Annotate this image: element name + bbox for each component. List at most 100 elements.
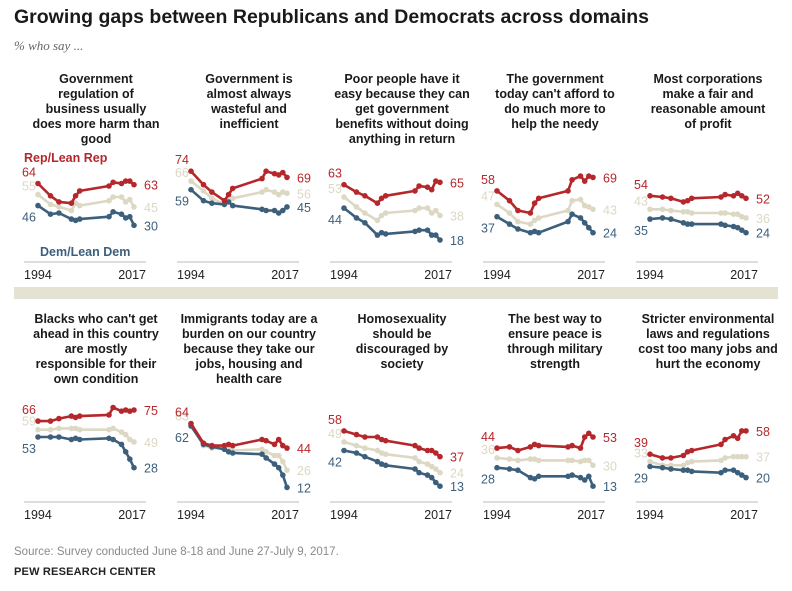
data-point-rep (280, 442, 286, 449)
data-point-total (118, 194, 125, 200)
data-point-total (437, 212, 443, 219)
data-label-end-total: 49 (144, 436, 158, 450)
data-point-total (569, 197, 575, 204)
data-point-dem (47, 211, 54, 217)
data-point-rep (229, 442, 236, 449)
data-point-total (110, 194, 116, 200)
data-point-rep (743, 428, 749, 434)
data-point-dem (569, 472, 575, 478)
chart-panel-9: The best way to ensure peace is through … (479, 312, 631, 527)
data-point-rep (72, 193, 79, 199)
data-point-rep (412, 188, 418, 194)
data-point-rep (647, 193, 653, 199)
data-label-start-dem: 28 (481, 473, 495, 487)
series-label-dem: Dem/Lean Dem (40, 245, 130, 259)
data-point-dem (362, 453, 368, 460)
data-point-dem (382, 462, 389, 469)
data-point-rep (284, 174, 290, 181)
data-point-rep (106, 183, 112, 189)
data-point-rep (437, 179, 443, 186)
chart-panel-5: Most corporations make a fair and reason… (632, 72, 784, 287)
data-point-rep (569, 177, 575, 183)
x-tick-label: 1994 (483, 268, 511, 282)
data-point-rep (188, 420, 194, 427)
data-label-end-rep: 37 (450, 451, 464, 465)
data-point-rep (424, 184, 431, 190)
data-point-rep (353, 431, 360, 438)
data-label-end-total: 37 (756, 451, 770, 465)
data-point-rep (110, 404, 116, 411)
panel-svg: 1994 2017 53 38 44 18 63 65 (328, 167, 464, 282)
data-point-rep (229, 185, 236, 192)
data-point-rep (569, 442, 575, 449)
data-point-dem (433, 479, 439, 486)
data-point-rep (428, 447, 435, 454)
data-label-end-dem: 18 (450, 234, 464, 248)
series-label-rep: Rep/Lean Rep (24, 151, 108, 165)
data-point-dem (412, 466, 418, 472)
data-label-start-total: 55 (22, 180, 36, 194)
data-point-rep (118, 408, 125, 414)
data-point-rep (428, 186, 435, 193)
data-point-total (280, 458, 286, 465)
data-point-total (127, 436, 133, 443)
data-point-dem (225, 199, 232, 205)
data-label-end-dem: 20 (756, 472, 770, 486)
data-point-dem (374, 232, 381, 238)
data-point-total (647, 458, 653, 465)
data-point-rep (684, 197, 691, 204)
data-point-dem (280, 472, 286, 478)
data-point-total (131, 439, 137, 445)
data-point-dem (76, 216, 83, 222)
data-point-rep (127, 408, 133, 414)
data-point-dem (535, 473, 542, 480)
data-point-dem (35, 202, 41, 209)
data-point-rep (412, 442, 418, 449)
data-point-dem (428, 474, 435, 481)
data-point-rep (680, 199, 687, 205)
data-point-rep (374, 200, 381, 206)
data-point-dem (577, 474, 584, 481)
data-point-dem (362, 220, 368, 226)
data-point-rep (362, 193, 368, 199)
x-tick-label: 2017 (577, 508, 605, 522)
data-point-rep (353, 189, 360, 195)
data-label-end-dem: 45 (297, 201, 311, 215)
data-point-dem (590, 483, 596, 489)
data-label-end-dem: 13 (603, 480, 617, 494)
data-point-rep (531, 200, 538, 206)
data-point-rep (284, 445, 290, 451)
data-point-total (688, 458, 695, 465)
data-point-total (718, 457, 724, 464)
data-point-dem (424, 472, 431, 478)
data-point-rep (722, 191, 728, 198)
data-point-dem (586, 224, 592, 231)
data-point-rep (131, 407, 137, 413)
data-point-dem (515, 467, 521, 473)
data-point-rep (739, 193, 745, 199)
data-point-dem (730, 467, 737, 473)
data-point-total (428, 463, 435, 470)
data-label-start-dem: 35 (634, 224, 648, 238)
data-point-total (353, 204, 360, 210)
data-point-dem (506, 466, 513, 472)
data-point-rep (506, 444, 513, 450)
data-point-total (577, 458, 584, 465)
data-point-total (416, 205, 422, 211)
data-label-start-rep: 58 (328, 413, 342, 427)
data-label-end-dem: 28 (144, 462, 158, 476)
data-label-end-total: 38 (450, 210, 464, 224)
data-point-rep (659, 194, 666, 200)
data-point-dem (416, 469, 422, 476)
x-tick-label: 2017 (577, 268, 605, 282)
data-point-rep (718, 441, 724, 448)
data-point-dem (259, 451, 265, 457)
data-point-dem (722, 467, 728, 473)
data-label-start-dem: 29 (634, 472, 648, 486)
data-point-rep (225, 191, 232, 198)
data-point-total (382, 451, 389, 457)
data-point-dem (680, 467, 687, 473)
data-point-total (680, 462, 687, 469)
data-point-total (586, 457, 592, 464)
